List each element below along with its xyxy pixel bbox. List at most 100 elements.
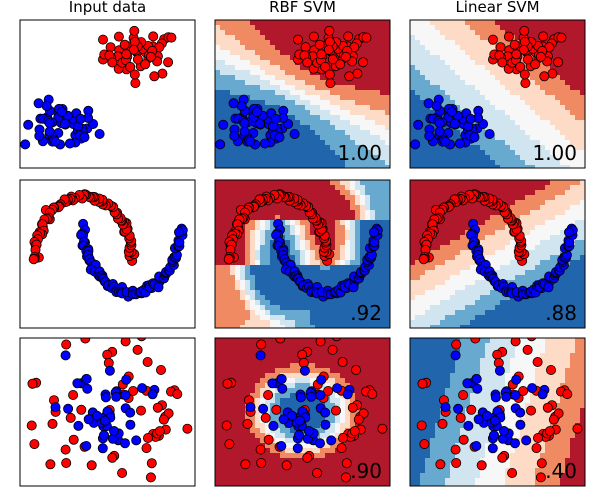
decision-cell — [315, 105, 321, 111]
decision-cell — [355, 120, 361, 126]
decision-cell — [285, 100, 291, 106]
decision-cell — [300, 305, 306, 311]
decision-cell — [235, 45, 241, 51]
decision-cell — [505, 305, 511, 311]
decision-cell — [240, 145, 246, 151]
decision-cell — [540, 315, 546, 321]
decision-cell — [290, 295, 296, 301]
decision-cell — [500, 315, 506, 321]
decision-cell — [495, 20, 501, 26]
decision-cell — [485, 20, 491, 26]
decision-cell — [465, 20, 471, 26]
decision-cell — [560, 220, 566, 226]
decision-cell — [345, 195, 351, 201]
decision-cell — [540, 115, 546, 121]
decision-cell — [285, 25, 291, 31]
decision-cell — [455, 305, 461, 311]
decision-cell — [245, 185, 251, 191]
decision-cell — [475, 295, 481, 301]
decision-cell — [460, 180, 466, 186]
decision-cell — [345, 325, 351, 328]
decision-cell — [235, 325, 241, 328]
decision-cell — [440, 60, 446, 66]
decision-cell — [510, 85, 516, 91]
decision-cell — [470, 60, 476, 66]
decision-cell — [340, 30, 346, 36]
decision-cell — [350, 245, 356, 251]
decision-cell — [490, 150, 496, 156]
decision-cell — [430, 85, 436, 91]
decision-cell — [545, 230, 551, 236]
decision-cell — [475, 160, 481, 166]
decision-cell — [455, 180, 461, 186]
decision-cell — [470, 85, 476, 91]
decision-cell — [460, 100, 466, 106]
decision-cell — [285, 140, 291, 146]
decision-cell — [370, 30, 376, 36]
decision-cell — [575, 90, 581, 96]
decision-cell — [340, 85, 346, 91]
decision-cell — [505, 25, 511, 31]
decision-cell — [435, 305, 441, 311]
decision-cell — [340, 80, 346, 86]
decision-cell — [310, 25, 316, 31]
decision-cell — [310, 265, 316, 271]
decision-cell — [380, 320, 386, 326]
decision-cell — [555, 205, 561, 211]
decision-cell — [330, 230, 336, 236]
decision-cell — [215, 195, 221, 201]
decision-cell — [445, 150, 451, 156]
decision-cell — [520, 185, 526, 191]
decision-cell — [565, 310, 571, 316]
decision-cell — [505, 320, 511, 326]
decision-cell — [250, 290, 256, 296]
decision-cell — [220, 55, 226, 61]
decision-cell — [495, 255, 501, 261]
decision-cell — [520, 305, 526, 311]
decision-cell — [360, 185, 366, 191]
decision-cell — [410, 320, 416, 326]
decision-cell — [300, 135, 306, 141]
decision-cell — [325, 55, 331, 61]
decision-cell — [445, 210, 451, 216]
decision-cell — [370, 95, 376, 101]
decision-cell — [450, 260, 456, 266]
decision-cell — [230, 55, 236, 61]
decision-cell — [295, 235, 301, 241]
decision-cell — [550, 150, 556, 156]
decision-cell — [565, 145, 571, 151]
decision-cell — [430, 245, 436, 251]
decision-cell — [320, 75, 326, 81]
decision-cell — [350, 155, 356, 161]
decision-cell — [505, 95, 511, 101]
data-point-red — [327, 54, 338, 65]
decision-cell — [490, 20, 496, 26]
decision-cell — [280, 205, 286, 211]
decision-cell — [270, 45, 276, 51]
decision-cell — [530, 185, 536, 191]
decision-cell — [475, 315, 481, 321]
decision-cell — [265, 325, 271, 328]
decision-cell — [565, 190, 571, 196]
decision-cell — [525, 150, 531, 156]
decision-cell — [285, 300, 291, 306]
decision-cell — [220, 190, 226, 196]
decision-cell — [305, 95, 311, 101]
decision-cell — [565, 200, 571, 206]
decision-cell — [475, 25, 481, 31]
decision-cell — [310, 310, 316, 316]
decision-cell — [530, 310, 536, 316]
decision-cell — [430, 90, 436, 96]
decision-cell — [355, 25, 361, 31]
decision-cell — [385, 45, 390, 51]
decision-cell — [415, 45, 421, 51]
decision-cell — [490, 30, 496, 36]
decision-cell — [545, 320, 551, 326]
decision-cell — [220, 225, 226, 231]
decision-cell — [455, 50, 461, 56]
decision-cell — [385, 105, 390, 111]
decision-cell — [550, 255, 556, 261]
decision-cell — [530, 180, 536, 186]
data-point-red — [132, 54, 143, 65]
decision-cell — [495, 130, 501, 136]
